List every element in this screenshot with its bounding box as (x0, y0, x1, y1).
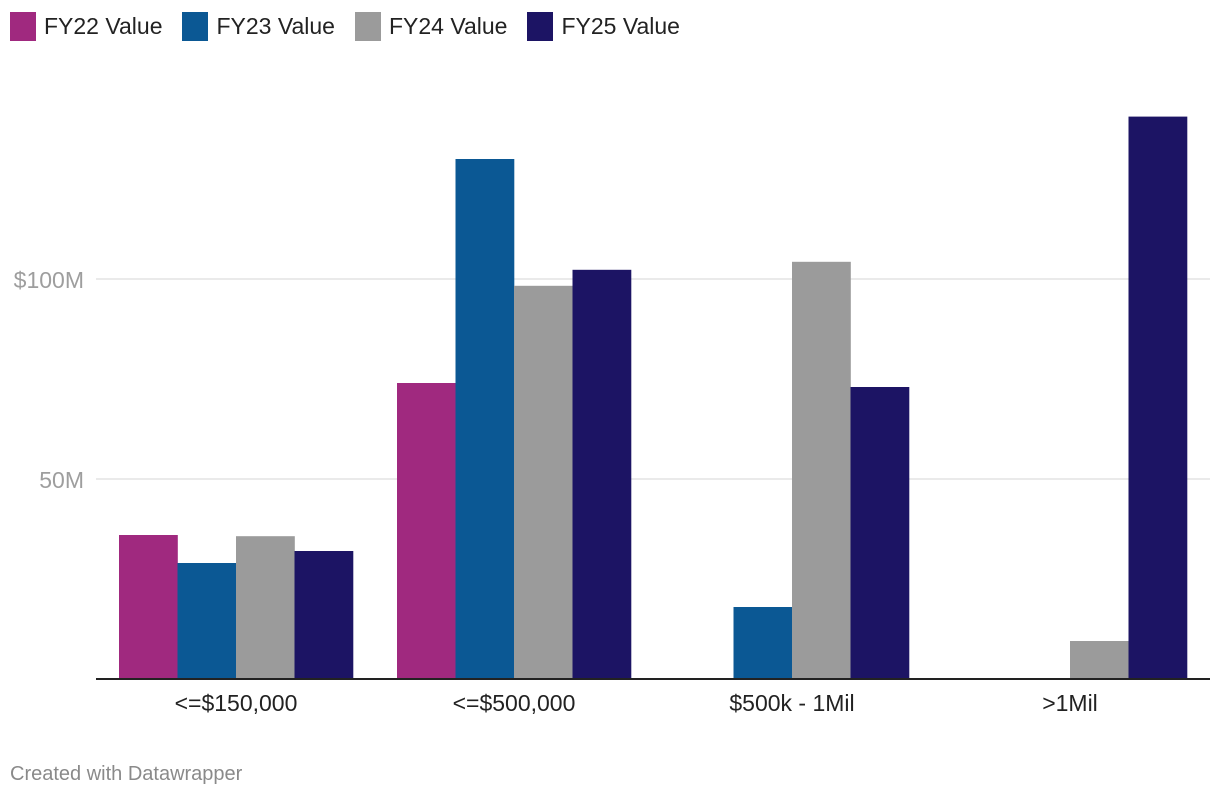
bar-fy25-value (572, 269, 632, 679)
legend-label: FY22 Value (44, 13, 163, 39)
x-tick-label: $500k - 1Mil (729, 690, 854, 716)
legend-item-fy24: FY24 Value (354, 12, 508, 41)
legend-label: FY24 Value (388, 13, 508, 39)
bar-chart: 50M $100M <=$150,000 <=$500,000 $500k - 1Mil… (14, 116, 1210, 716)
bar-fy23-value (455, 159, 515, 679)
bar-fy22-value (119, 535, 178, 679)
legend-swatch (527, 12, 554, 41)
legend-swatch (354, 12, 381, 41)
bar-fy24-value (236, 536, 295, 679)
bar-fy24-value (1070, 641, 1129, 679)
bar-fy22-value (397, 383, 456, 679)
chart-legend: FY22 Value FY23 Value FY24 Value FY25 Va… (10, 12, 700, 41)
bar-fy23-value (733, 607, 793, 679)
legend-label: FY23 Value (216, 13, 335, 39)
y-tick-label: 50M (39, 467, 84, 493)
bar-fy25-value (294, 551, 354, 679)
bar-fy23-value (177, 563, 237, 679)
legend-item-fy22: FY22 Value (10, 12, 162, 41)
legend-item-fy23: FY23 Value (182, 12, 335, 41)
x-tick-label: <=$150,000 (175, 690, 298, 716)
x-tick-label: <=$500,000 (453, 690, 576, 716)
bar-fy24-value (792, 261, 851, 679)
bar-fy24-value (514, 285, 573, 679)
legend-item-fy25: FY25 Value (527, 12, 680, 41)
bar-fy25-value (850, 387, 910, 679)
legend-swatch (10, 12, 36, 41)
legend-label: FY25 Value (561, 13, 680, 39)
legend-swatch (182, 12, 209, 41)
datawrapper-credit: Created with Datawrapper (10, 763, 243, 785)
x-tick-label: >1Mil (1042, 690, 1098, 716)
bar-fy25-value (1128, 116, 1188, 680)
y-tick-label: $100M (14, 267, 84, 293)
